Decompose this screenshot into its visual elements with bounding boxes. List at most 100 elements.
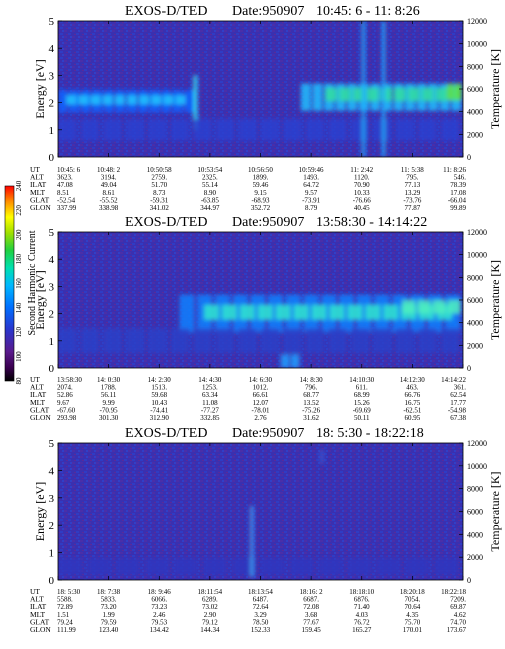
heatmap-cells [58, 294, 461, 368]
heatmap-cell [418, 118, 438, 141]
heatmap-cell [78, 94, 89, 105]
y2-tick-label: 0 [467, 576, 471, 585]
heatmap-cell [148, 118, 168, 141]
y-tick-label: 4 [49, 43, 55, 55]
y-tick-label: 3 [49, 493, 55, 505]
heatmap-cell [285, 294, 301, 333]
orbit-value: -73.76 [403, 196, 422, 204]
orbit-value: 50.11 [354, 414, 370, 422]
orbit-value: 9.67 [57, 399, 70, 407]
orbit-value: 6487. [253, 596, 269, 604]
heatmap-cell [115, 558, 141, 575]
orbit-value: 2.46 [153, 611, 166, 619]
orbit-value: 40.45 [354, 204, 370, 212]
orbit-value: 4.03 [356, 611, 369, 619]
orbit-row-label: MLT [30, 398, 46, 407]
orbit-value: 123.40 [99, 626, 119, 634]
orbit-row-label: UT [30, 587, 40, 596]
orbit-value: -76.66 [353, 196, 372, 204]
y2-tick-label: 10000 [467, 462, 487, 471]
heatmap-cell [407, 87, 420, 102]
colorbar-tick-label: 140 [15, 302, 23, 313]
orbit-value: 8.61 [103, 189, 116, 197]
heatmap-cell [417, 300, 431, 314]
orbit-value: 8.79 [305, 204, 318, 212]
y-tick-label: 5 [49, 227, 55, 239]
heatmap-cell [193, 118, 213, 141]
heatmap-cell [395, 328, 415, 354]
heatmap-cell [347, 558, 372, 575]
heatmap-cell [144, 558, 170, 575]
heatmap-cell [283, 328, 303, 354]
y-axis-label: Energy [eV] [33, 59, 47, 118]
orbit-value: 134.42 [150, 626, 170, 634]
heatmap-cell [125, 118, 145, 141]
heatmap-cell [58, 89, 68, 113]
orbit-value: 14: 2:30 [148, 376, 172, 384]
panel-3: 0 1 2 3 4 5 Energy [eV] 0 2000 4000 6000 8000 10000 1… [30, 426, 502, 634]
y-tick-label: 2 [49, 520, 55, 532]
y2-tick-label: 8000 [467, 485, 483, 494]
colorbar-label: Second Harmonic Current [27, 230, 38, 335]
y-tick-label: 0 [49, 575, 55, 587]
orbit-value: 337.99 [57, 204, 77, 212]
orbit-value: 13:58:30 [57, 376, 82, 384]
y2-tick-label: 8000 [467, 273, 483, 282]
orbit-value: 52.86 [57, 391, 73, 399]
heatmap-cell [321, 294, 337, 333]
orbit-value: 79.24 [57, 618, 73, 626]
heatmap-cell [418, 328, 438, 354]
y-tick-label: 1 [49, 125, 55, 137]
orbit-value: 6289. [202, 596, 218, 604]
orbit-value: 64.72 [303, 181, 319, 189]
orbit-row-label: ILAT [30, 390, 47, 399]
orbit-value: 173.67 [447, 626, 467, 634]
colorbar-tick-label: 240 [15, 180, 23, 191]
orbit-value: -68.93 [251, 196, 270, 204]
y2-tick-label: 6000 [467, 85, 483, 94]
orbit-value: 8.51 [57, 189, 70, 197]
orbit-value: 8.90 [204, 189, 217, 197]
y-axis-label: Energy [eV] [33, 482, 47, 541]
y-tick-label: 0 [49, 152, 55, 164]
orbit-value: 1513. [151, 384, 167, 392]
orbit-value: 312.90 [150, 414, 170, 422]
orbit-value: -77.27 [201, 406, 220, 414]
chart-date: Date:950907 [232, 426, 304, 441]
orbit-value: 68.77 [303, 391, 319, 399]
heatmap-cell [163, 94, 174, 105]
orbit-value: 18:13:54 [248, 588, 273, 596]
colorbar-tick-label: 160 [15, 278, 23, 289]
heatmap-cell [148, 328, 168, 354]
y2-tick-label: 12000 [467, 439, 487, 448]
heatmap-cell [454, 83, 462, 100]
heatmap-cell [434, 558, 459, 575]
heatmap-cell [290, 354, 300, 368]
orbit-value: 75.70 [405, 618, 421, 626]
heatmap-cell [435, 87, 448, 102]
orbit-value: 1.51 [57, 611, 70, 619]
orbit-value: 68.99 [354, 391, 370, 399]
orbit-value: -52.54 [57, 196, 76, 204]
y-tick-label: 1 [49, 336, 55, 348]
heatmap-cell [170, 328, 190, 354]
orbit-value: 338.98 [99, 204, 119, 212]
orbit-value: -54.98 [448, 406, 467, 414]
orbit-value: 31.62 [303, 414, 319, 422]
heatmap-cell [395, 118, 415, 141]
heatmap-cell [203, 304, 220, 320]
heatmap-cell [328, 118, 348, 141]
orbit-value: 18:18:10 [349, 588, 374, 596]
orbit-value: 72.64 [253, 603, 269, 611]
orbit-value: 5588. [57, 596, 73, 604]
heatmap-cell [80, 328, 100, 354]
orbit-value: 51.70 [151, 181, 167, 189]
orbit-value: 8.73 [153, 189, 166, 197]
y2-tick-label: 10000 [467, 40, 487, 49]
orbit-value: 795. [406, 174, 419, 182]
heatmap-cell [328, 328, 348, 354]
orbit-value: 611. [356, 384, 368, 392]
orbit-value: 78.50 [253, 618, 269, 626]
heatmap-cell [365, 304, 381, 320]
heatmap-cell [58, 558, 83, 575]
